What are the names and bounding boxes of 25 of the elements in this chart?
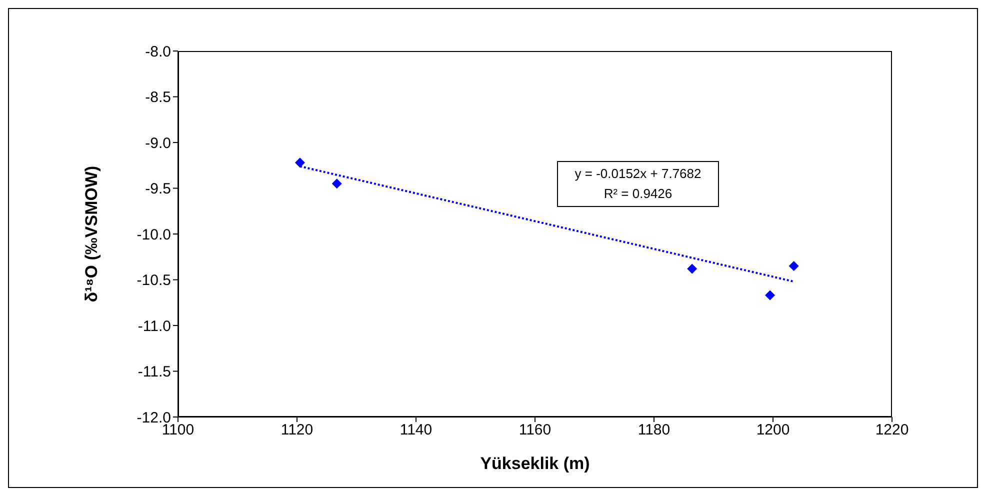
x-axis-title: Yükseklik (m) xyxy=(480,454,590,473)
y-tick-label: -9.0 xyxy=(145,134,171,152)
y-axis-title: δ¹⁸O (‰VSMOW) xyxy=(82,166,102,302)
x-tick-label: 1220 xyxy=(875,422,909,439)
equation-box: y = -0.0152x + 7.7682 R² = 0.9426 xyxy=(557,161,719,207)
y-tick-label: -10.0 xyxy=(136,226,171,244)
point xyxy=(788,261,799,272)
y-tick-label: -10.5 xyxy=(136,272,171,290)
x-tick-label: 1180 xyxy=(638,422,670,439)
x-tick-label: 1120 xyxy=(280,422,314,439)
point xyxy=(294,158,305,168)
annotation: y = -0.0152x + 7.7682 xyxy=(574,165,702,183)
x-tick-label: 1160 xyxy=(518,422,552,439)
y-tick-label: -9.5 xyxy=(145,180,171,198)
x-tick-label: 1200 xyxy=(756,422,790,439)
y-tick-label: -11.5 xyxy=(138,364,171,381)
y-tick-label: -11.0 xyxy=(138,318,171,335)
point xyxy=(765,290,776,300)
y-tick-label: -8.5 xyxy=(145,89,171,106)
x-tick-label: 1140 xyxy=(400,422,432,439)
point xyxy=(332,178,342,189)
y-tick-label: -8.0 xyxy=(145,43,171,60)
point xyxy=(687,264,698,274)
x-tick-label: 1100 xyxy=(162,422,194,439)
annotation: R² = 0.9426 xyxy=(602,185,674,203)
